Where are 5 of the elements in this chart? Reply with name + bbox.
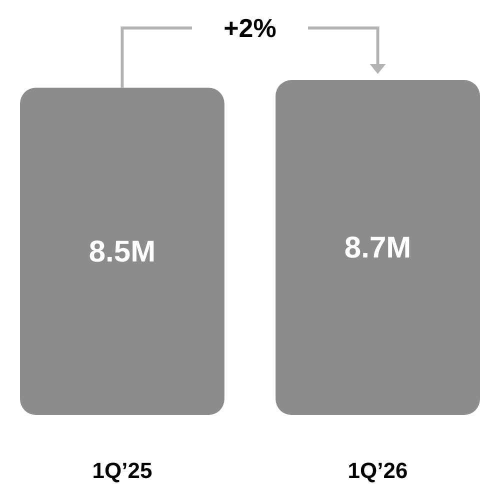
data-label: 8.7M bbox=[344, 232, 412, 264]
data-label: 8.5M bbox=[88, 235, 156, 268]
x-tick-label: 1Q’25 bbox=[92, 458, 152, 483]
text: +2% bbox=[224, 13, 276, 43]
x-tick-label: 1Q’26 bbox=[348, 458, 408, 483]
